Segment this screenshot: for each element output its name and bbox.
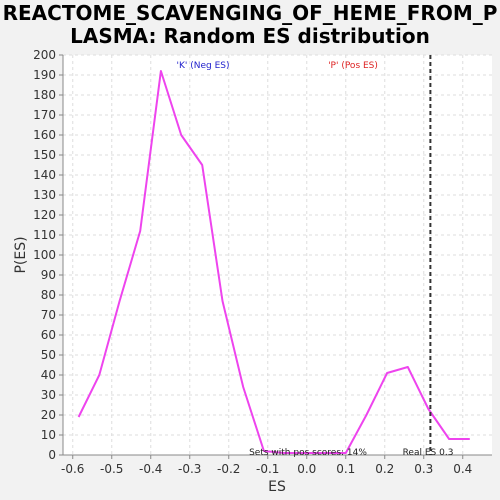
y-tick-label: 20	[41, 408, 56, 422]
y-tick-label: 200	[33, 48, 56, 62]
x-ticks: -0.6 -0.5 -0.4 -0.3 -0.2 -0.1 0.0 0.1 0.2 0.3 0.4	[61, 455, 472, 476]
y-tick-label: 40	[41, 368, 56, 382]
x-tick-label: -0.1	[256, 462, 279, 476]
series-layer	[77, 70, 470, 454]
real-es-label: Real ES 0.3	[403, 448, 454, 458]
y-tick-label: 160	[33, 128, 56, 142]
y-tick-label: 10	[41, 428, 56, 442]
y-tick-label: 90	[41, 268, 56, 282]
y-tick-label: 0	[48, 448, 56, 462]
y-tick-label: 60	[41, 328, 56, 342]
y-tick-label: 150	[33, 148, 56, 162]
x-tick-label: -0.3	[178, 462, 201, 476]
x-tick-label: -0.5	[100, 462, 123, 476]
x-tick-label: -0.6	[61, 462, 84, 476]
x-tick-label: 0.1	[336, 462, 355, 476]
x-tick-label: 0.4	[453, 462, 472, 476]
sets-pos-scores-label: Sets with pos scores: 14%	[249, 448, 367, 458]
x-tick-label: -0.4	[139, 462, 162, 476]
y-tick-label: 110	[33, 228, 56, 242]
y-tick-label: 120	[33, 208, 56, 222]
y-tick-label: 70	[41, 308, 56, 322]
pos-es-label: 'P' (Pos ES)	[328, 61, 378, 71]
y-tick-label: 80	[41, 288, 56, 302]
y-tick-label: 30	[41, 388, 56, 402]
chart-title: REACTOME_SCAVENGING_OF_HEME_FROM_P LASMA…	[2, 2, 498, 48]
y-ticks: 0 10 20 30 40 50 60 70 80 90 100 110 120 130 140 150 160…	[33, 48, 63, 462]
x-axis-title: ES	[268, 479, 286, 495]
x-tick-label: 0.0	[297, 462, 316, 476]
x-tick-label: 0.2	[375, 462, 394, 476]
grid	[63, 54, 492, 456]
x-tick-label: 0.3	[414, 462, 433, 476]
y-axis-title: P(ES)	[13, 236, 29, 273]
plot-area	[63, 55, 492, 455]
y-tick-label: 130	[33, 188, 56, 202]
neg-es-label: 'K' (Neg ES)	[177, 61, 230, 71]
y-tick-label: 140	[33, 168, 56, 182]
series-line	[77, 70, 470, 454]
y-tick-label: 50	[41, 348, 56, 362]
x-tick-label: -0.2	[217, 462, 240, 476]
y-tick-label: 180	[33, 88, 56, 102]
y-tick-label: 100	[33, 248, 56, 262]
y-tick-label: 170	[33, 108, 56, 122]
y-tick-label: 190	[33, 68, 56, 82]
